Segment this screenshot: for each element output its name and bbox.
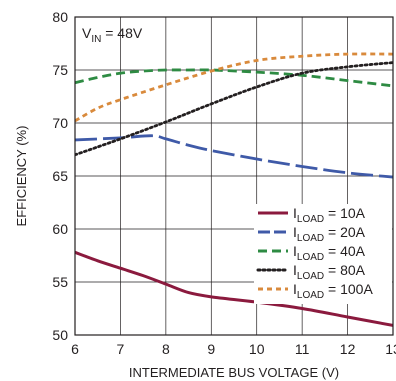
plot-frame bbox=[74, 16, 394, 336]
x-tick-label: 9 bbox=[207, 341, 215, 357]
y-tick-label: 70 bbox=[52, 115, 68, 131]
x-tick-label: 6 bbox=[71, 341, 79, 357]
legend-label: ILOAD = 100A bbox=[293, 281, 373, 301]
x-tick-label: 7 bbox=[117, 341, 125, 357]
x-tick-label: 13 bbox=[385, 341, 396, 357]
y-tick-label: 60 bbox=[52, 221, 68, 237]
series-line-40a bbox=[75, 68, 393, 88]
y-tick-labels: 50 55 60 65 70 75 80 bbox=[52, 9, 68, 343]
y-tick-label: 50 bbox=[52, 327, 68, 343]
x-tick-label: 8 bbox=[162, 341, 170, 357]
series-line-10a bbox=[75, 250, 393, 327]
x-tick-labels: 6 7 8 9 10 11 12 13 bbox=[71, 341, 396, 357]
legend-background bbox=[254, 204, 392, 304]
series-line-100a bbox=[75, 52, 393, 123]
legend-label: ILOAD = 40A bbox=[293, 243, 366, 263]
y-tick-label: 65 bbox=[52, 168, 68, 184]
x-tick-label: 10 bbox=[249, 341, 265, 357]
legend-label: ILOAD = 20A bbox=[293, 224, 366, 244]
x-tick-label: 11 bbox=[295, 341, 310, 357]
series-layer bbox=[75, 52, 393, 327]
x-tick-label: 12 bbox=[340, 341, 356, 357]
legend-label: ILOAD = 80A bbox=[293, 262, 366, 282]
input-voltage-annotation: VIN = 48V bbox=[82, 25, 143, 45]
y-axis-title: EFFICIENCY (%) bbox=[14, 126, 29, 227]
x-axis-title: INTERMEDIATE BUS VOLTAGE (V) bbox=[129, 365, 339, 380]
y-tick-label: 75 bbox=[52, 62, 68, 78]
y-tick-label: 80 bbox=[52, 9, 68, 25]
series-line-20a bbox=[75, 134, 393, 179]
y-tick-label: 55 bbox=[52, 274, 68, 290]
series-line-80a bbox=[75, 61, 393, 157]
legend-label: ILOAD = 10A bbox=[293, 205, 366, 225]
